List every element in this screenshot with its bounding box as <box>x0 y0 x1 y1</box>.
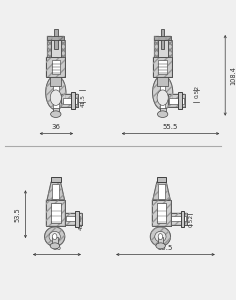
FancyBboxPatch shape <box>47 40 51 57</box>
Ellipse shape <box>152 75 173 110</box>
Polygon shape <box>153 182 170 200</box>
FancyBboxPatch shape <box>168 40 172 57</box>
Ellipse shape <box>51 111 61 118</box>
FancyBboxPatch shape <box>46 57 65 77</box>
FancyBboxPatch shape <box>158 60 167 74</box>
Ellipse shape <box>50 90 61 105</box>
FancyBboxPatch shape <box>63 98 77 104</box>
FancyBboxPatch shape <box>47 36 64 40</box>
Ellipse shape <box>156 243 165 249</box>
FancyBboxPatch shape <box>160 80 165 110</box>
FancyBboxPatch shape <box>171 216 186 221</box>
FancyBboxPatch shape <box>158 184 165 199</box>
FancyBboxPatch shape <box>158 40 168 57</box>
FancyBboxPatch shape <box>153 57 172 77</box>
FancyBboxPatch shape <box>51 203 61 223</box>
Ellipse shape <box>50 243 60 249</box>
Text: 0.52: 0.52 <box>195 85 200 98</box>
FancyBboxPatch shape <box>157 77 168 86</box>
FancyBboxPatch shape <box>160 108 166 114</box>
FancyBboxPatch shape <box>71 92 75 109</box>
FancyBboxPatch shape <box>51 40 61 57</box>
FancyBboxPatch shape <box>54 29 58 49</box>
FancyBboxPatch shape <box>51 177 60 182</box>
FancyBboxPatch shape <box>168 94 185 107</box>
FancyBboxPatch shape <box>51 60 60 74</box>
FancyBboxPatch shape <box>178 92 182 109</box>
FancyBboxPatch shape <box>158 237 164 246</box>
FancyBboxPatch shape <box>171 213 187 225</box>
Ellipse shape <box>45 227 65 246</box>
Text: 108.4: 108.4 <box>230 66 236 85</box>
Text: 36: 36 <box>52 245 61 251</box>
Ellipse shape <box>46 75 66 110</box>
FancyBboxPatch shape <box>65 213 82 225</box>
Text: 41.5: 41.5 <box>78 217 83 230</box>
Text: 55.5: 55.5 <box>158 245 173 251</box>
FancyBboxPatch shape <box>161 29 164 49</box>
Circle shape <box>52 234 57 240</box>
FancyBboxPatch shape <box>52 237 58 246</box>
FancyBboxPatch shape <box>181 211 184 227</box>
Ellipse shape <box>157 90 168 105</box>
FancyBboxPatch shape <box>66 216 80 221</box>
Ellipse shape <box>49 231 60 242</box>
FancyBboxPatch shape <box>157 203 166 223</box>
FancyBboxPatch shape <box>75 211 79 227</box>
Ellipse shape <box>157 111 168 118</box>
FancyBboxPatch shape <box>61 40 65 57</box>
Text: 53.5: 53.5 <box>14 207 21 222</box>
Text: 41.5: 41.5 <box>80 94 86 107</box>
Ellipse shape <box>150 227 171 246</box>
FancyBboxPatch shape <box>53 108 59 114</box>
FancyBboxPatch shape <box>154 40 158 57</box>
Ellipse shape <box>155 231 166 242</box>
FancyBboxPatch shape <box>152 200 171 226</box>
FancyBboxPatch shape <box>157 177 166 182</box>
Text: 0.52: 0.52 <box>189 214 194 227</box>
Circle shape <box>158 234 163 240</box>
FancyBboxPatch shape <box>154 36 171 40</box>
FancyBboxPatch shape <box>53 80 59 110</box>
FancyBboxPatch shape <box>52 184 59 199</box>
FancyBboxPatch shape <box>51 77 61 86</box>
Polygon shape <box>47 182 65 200</box>
FancyBboxPatch shape <box>169 98 184 104</box>
Text: 36: 36 <box>52 124 61 130</box>
FancyBboxPatch shape <box>46 200 65 226</box>
FancyBboxPatch shape <box>61 94 78 107</box>
Text: 55.5: 55.5 <box>163 124 178 130</box>
